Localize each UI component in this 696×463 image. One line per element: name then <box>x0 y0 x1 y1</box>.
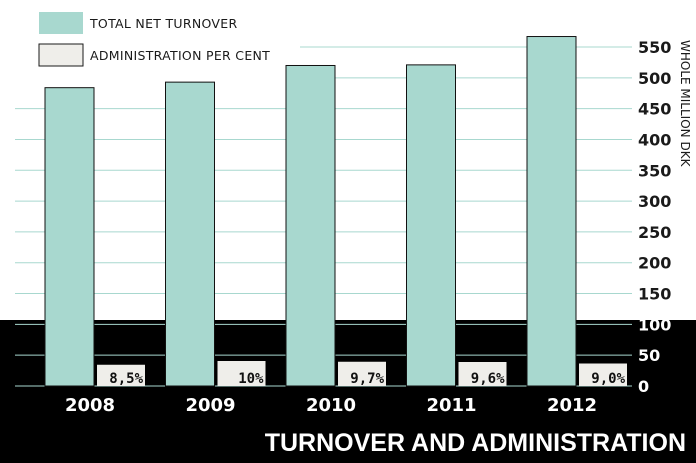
y-tick-label: 450 <box>638 100 671 119</box>
y-axis-label: WHOLE MILLION DKK <box>678 40 692 168</box>
turnover-bar <box>165 81 215 387</box>
y-tick-label: 550 <box>638 38 671 57</box>
legend-label-turnover: TOTAL NET TURNOVER <box>89 16 237 31</box>
turnover-bar <box>285 64 336 387</box>
administration-box <box>97 364 145 386</box>
turnover-bar <box>406 64 456 387</box>
administration-label: 9,7% <box>350 371 384 387</box>
y-tick-labels: 0 50 100 150 200 250 300 350 400 450 500 550 <box>638 38 671 396</box>
x-tick-label: 2008 <box>65 395 115 416</box>
turnover-bar <box>526 36 577 387</box>
y-tick-label: 300 <box>638 192 671 211</box>
administration-box <box>217 361 266 386</box>
administration-label: 9,0% <box>591 371 625 387</box>
turnover-bar <box>44 87 95 387</box>
legend: TOTAL NET TURNOVER ADMINISTRATION PER CE… <box>38 12 270 67</box>
x-tick-label: 2010 <box>306 395 356 416</box>
administration-label: 10% <box>238 371 264 387</box>
administration-label: 8,5% <box>109 371 143 387</box>
y-tick-label: 250 <box>638 223 671 242</box>
y-tick-label: 150 <box>638 285 671 304</box>
administration-box <box>579 363 627 386</box>
x-tick-label: 2011 <box>426 395 476 416</box>
y-tick-label: 400 <box>638 130 671 149</box>
bars: 8,5% 10% 9,7% 9,6% 9,0% <box>44 36 627 387</box>
y-tick-label: 50 <box>638 346 660 365</box>
administration-label: 9,6% <box>471 371 505 387</box>
chart-title: TURNOVER AND ADMINISTRATION <box>265 429 686 457</box>
legend-swatch-administration <box>38 43 84 67</box>
y-tick-label: 100 <box>638 315 671 334</box>
y-tick-label: 200 <box>638 254 671 273</box>
y-tick-label: 0 <box>638 377 649 396</box>
x-tick-label: 2009 <box>185 395 235 416</box>
y-tick-label: 500 <box>638 69 671 88</box>
x-tick-labels: 2008 2009 2010 2011 2012 <box>65 395 597 416</box>
legend-label-administration: ADMINISTRATION PER CENT <box>90 48 270 63</box>
black-band <box>0 320 696 463</box>
x-tick-label: 2012 <box>547 395 597 416</box>
administration-box <box>458 362 507 386</box>
administration-box <box>338 361 386 386</box>
y-tick-label: 350 <box>638 161 671 180</box>
legend-swatch-turnover <box>39 12 83 34</box>
